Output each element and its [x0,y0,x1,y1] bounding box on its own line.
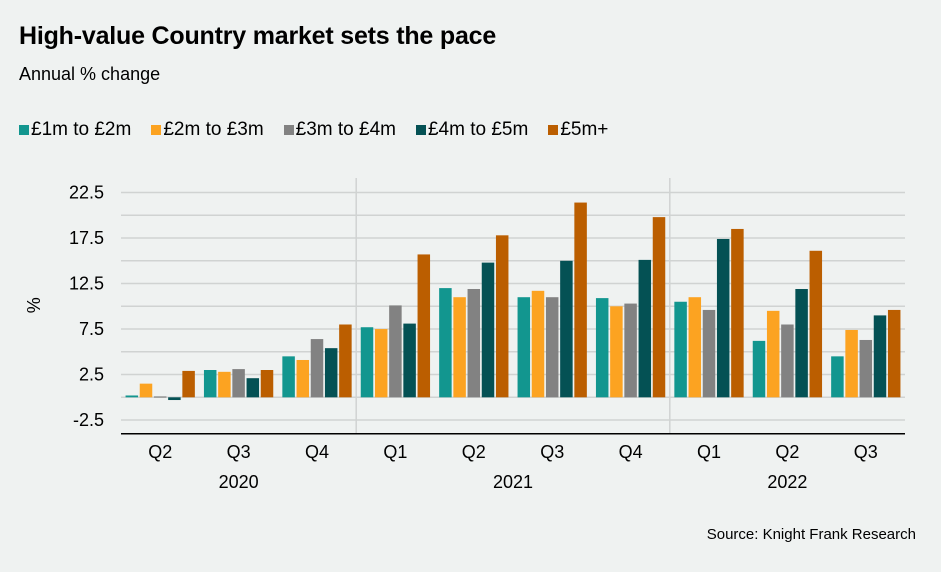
bar [403,323,416,398]
legend: £1m to £2m £2m to £3m £3m to £4m £4m to … [19,119,628,141]
bar [610,306,623,398]
x-tick-label: Q2 [775,442,799,462]
bar [324,348,338,398]
legend-item: £4m to £5m [415,119,529,141]
bar [218,371,231,398]
bar [125,395,139,398]
bars [125,202,901,401]
year-separators [355,178,671,434]
legend-swatch [283,125,294,135]
bar [246,378,260,398]
bar [139,383,153,398]
x-tick-label: Q1 [383,442,407,462]
legend-swatch [151,125,162,135]
legend-item: £3m to £4m [283,119,396,141]
bar [731,228,744,398]
bar [766,310,780,398]
x-axis-ticks: Q2 Q3 Q4 Q1 Q2 Q3 Q4 Q1 Q2 Q3 2020 2021 2022 [148,442,878,492]
legend-swatch [19,125,29,135]
source-note: Source: Knight Frank Research [706,526,916,543]
bar [339,324,352,398]
y-axis-label: % [24,297,44,313]
y-tick-label: -2.5 [73,410,104,430]
chart-subtitle: Annual % change [19,64,161,84]
bar [453,297,466,398]
x-tick-label: Q1 [697,442,721,462]
bar [389,305,402,398]
bar [781,324,794,398]
bar [296,359,310,398]
bar [716,238,730,398]
legend-swatch [548,125,559,135]
year-label: 2020 [219,472,259,492]
y-tick-label: 2.5 [79,365,104,385]
bar [232,369,245,398]
bar [809,250,823,398]
bar [310,339,324,398]
bar [595,298,609,398]
legend-item: £1m to £2m [19,119,131,141]
y-tick-label: 12.5 [69,274,104,294]
bar [439,288,452,398]
bar [652,217,666,398]
bar [467,289,481,398]
bar [859,339,873,398]
chart-title: High-value Country market sets the pace [19,22,497,50]
x-tick-label: Q2 [462,442,486,462]
bar [282,356,295,398]
bar [831,356,844,398]
bar [360,327,374,398]
x-tick-label: Q3 [227,442,251,462]
bar [153,396,167,398]
bar [545,297,559,398]
bar [481,262,495,398]
bar [702,309,716,398]
bar [182,370,195,398]
year-label: 2022 [767,472,807,492]
x-tick-label: Q3 [540,442,564,462]
legend-item: £5m+ [548,119,608,141]
legend-label: £2m to £3m [163,119,264,140]
x-tick-label: Q4 [305,442,329,462]
bar [574,202,587,398]
x-tick-label: Q4 [619,442,643,462]
bar [845,329,858,398]
y-tick-label: 7.5 [79,319,104,339]
bar [795,289,808,398]
bar [638,259,652,398]
bar [531,290,545,398]
bar [517,297,531,398]
bar [624,303,637,398]
legend-label: £1m to £2m [31,119,132,140]
legend-item: £2m to £3m [151,119,264,141]
bar [674,301,687,398]
legend-swatch [415,125,426,135]
y-tick-label: 17.5 [69,228,104,248]
bar [688,297,702,398]
bar [873,315,887,398]
y-tick-label: 22.5 [69,183,104,203]
bar [374,329,388,398]
x-tick-label: Q3 [854,442,878,462]
bar [560,260,573,398]
bar [752,340,766,398]
bar [417,254,431,398]
legend-label: £5m+ [560,119,609,140]
bar [887,309,901,398]
legend-label: £3m to £4m [295,119,396,140]
bar [495,235,509,398]
x-tick-label: Q2 [148,442,172,462]
bar [203,370,217,398]
year-label: 2021 [493,472,533,492]
y-axis-ticks: -2.5 2.5 7.5 12.5 17.5 22.5 [69,183,104,430]
bar [260,370,274,398]
legend-label: £4m to £5m [427,119,529,140]
bar [168,397,181,401]
